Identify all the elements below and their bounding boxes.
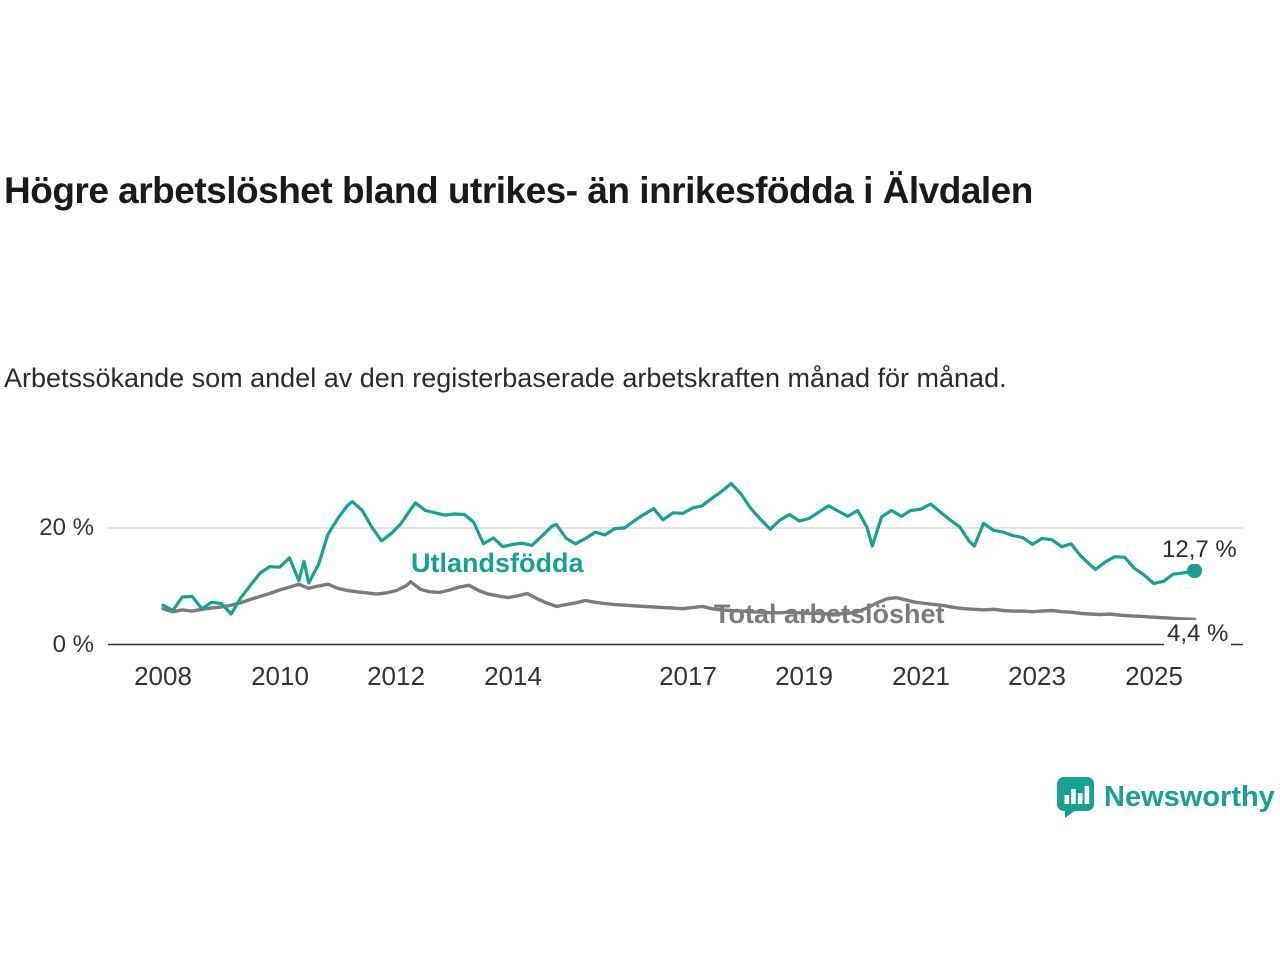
x-axis-tick-2017: 2017 — [659, 661, 717, 691]
total-arbetsloshet-line — [161, 580, 1197, 621]
x-axis-tick-2025: 2025 — [1125, 661, 1183, 691]
utlandsfodda-end-dot — [1187, 563, 1203, 579]
x-axis-tick-2014: 2014 — [484, 661, 542, 691]
x-axis-tick-2021: 2021 — [892, 661, 950, 691]
end-value-label-total: 4,4 % — [1164, 620, 1232, 648]
end-value-label-utlandsfodda: 12,7 % — [1159, 536, 1240, 564]
x-axis-tick-2019: 2019 — [775, 661, 833, 691]
series-label-utlandsfodda: Utlandsfödda — [411, 548, 584, 578]
page-title: Högre arbetslöshet bland utrikes- än inr… — [4, 169, 1033, 211]
utlandsfodda-line — [161, 481, 1197, 616]
x-axis-tick-2023: 2023 — [1008, 661, 1066, 691]
newsworthy-logo: Newsworthy — [1056, 776, 1275, 818]
page-subtitle: Arbetssökande som andel av den registerb… — [4, 363, 1007, 393]
x-axis-tick-2010: 2010 — [251, 661, 309, 691]
series-label-total-arbetsloshet: Total arbetslöshet — [714, 599, 945, 629]
x-axis-tick-2008: 2008 — [134, 661, 192, 691]
y-axis-tick-20: 20 % — [39, 514, 94, 541]
newsworthy-logo-text: Newsworthy — [1104, 780, 1275, 813]
bar-chart-speech-bubble-icon — [1056, 776, 1096, 818]
x-axis-tick-2012: 2012 — [367, 661, 425, 691]
y-axis-tick-0: 0 % — [52, 631, 94, 658]
